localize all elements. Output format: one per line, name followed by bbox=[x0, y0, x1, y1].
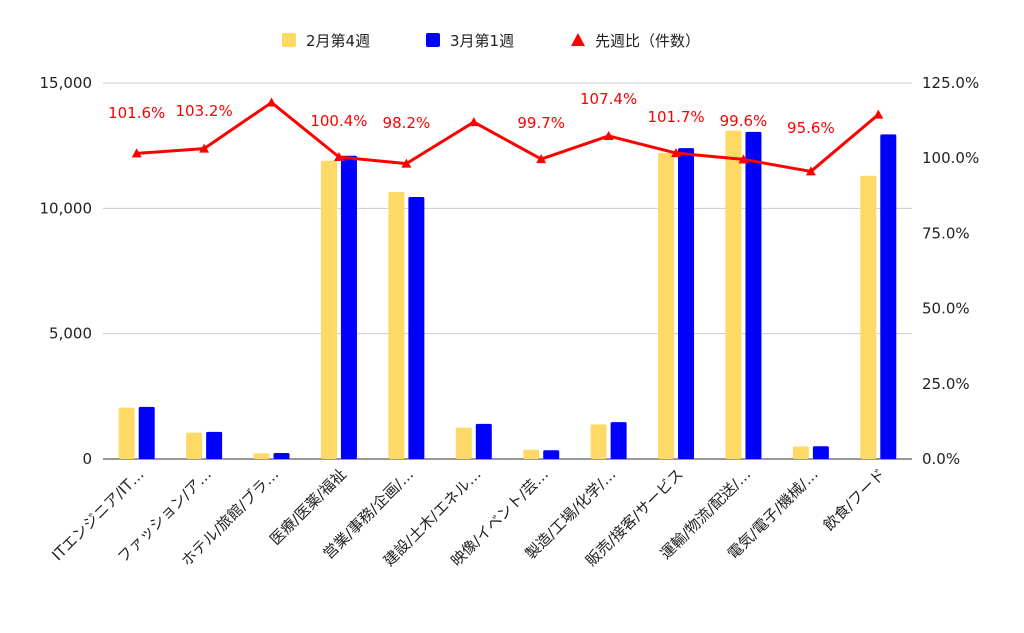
bar bbox=[860, 175, 877, 459]
line-point bbox=[603, 130, 614, 140]
line-point bbox=[199, 143, 210, 153]
bar bbox=[138, 406, 155, 459]
data-label: 99.7% bbox=[517, 114, 565, 132]
line-point bbox=[131, 148, 142, 158]
data-labels: 101.6% 103.2% 100.4% 98.2% 99.7% 107.4% 101.7%… bbox=[108, 90, 835, 137]
data-label: 107.4% bbox=[580, 90, 637, 108]
left-tick-label: 15,000 bbox=[40, 74, 93, 92]
right-tick-label: 75.0% bbox=[922, 224, 970, 242]
ratio-line-path bbox=[136, 101, 880, 173]
bar bbox=[610, 422, 627, 459]
data-label: 98.2% bbox=[383, 114, 431, 132]
bar bbox=[523, 449, 540, 459]
data-label: 103.2% bbox=[176, 102, 233, 120]
bar bbox=[340, 155, 357, 459]
bars bbox=[118, 130, 897, 460]
bar bbox=[118, 407, 135, 459]
bar bbox=[455, 427, 472, 459]
bar bbox=[388, 192, 405, 460]
left-tick-label: 10,000 bbox=[40, 199, 93, 217]
bar bbox=[590, 424, 607, 459]
bar bbox=[658, 153, 675, 460]
data-label: 95.6% bbox=[787, 119, 835, 137]
legend-swatch bbox=[426, 33, 440, 47]
line-point bbox=[536, 154, 547, 164]
bar bbox=[273, 452, 290, 459]
ratio-line bbox=[131, 97, 884, 176]
bar bbox=[745, 131, 762, 459]
legend-label: 3月第1週 bbox=[450, 32, 514, 50]
bar bbox=[792, 446, 809, 459]
data-label: 100.4% bbox=[310, 112, 367, 130]
line-point bbox=[401, 158, 412, 168]
data-label: 99.6% bbox=[720, 112, 768, 130]
bar bbox=[320, 160, 337, 459]
bar bbox=[812, 446, 829, 459]
bar bbox=[186, 432, 203, 459]
category-label: 飲食/フード bbox=[820, 465, 889, 534]
right-axis: 0.0% 25.0% 50.0% 75.0% 100.0% 125.0% bbox=[922, 74, 979, 468]
line-point bbox=[671, 148, 682, 158]
bar bbox=[475, 423, 492, 459]
legend: 2月第4週 3月第1週 先週比（件数） bbox=[282, 32, 700, 50]
bar bbox=[206, 431, 223, 459]
left-axis: 0 5,000 10,000 15,000 bbox=[40, 74, 93, 468]
left-tick-label: 0 bbox=[82, 450, 92, 468]
right-tick-label: 50.0% bbox=[922, 300, 970, 318]
left-tick-label: 5,000 bbox=[49, 325, 92, 343]
line-point bbox=[805, 166, 816, 176]
legend-marker bbox=[571, 33, 585, 46]
bar bbox=[543, 450, 560, 459]
bar bbox=[253, 453, 270, 459]
gridlines bbox=[103, 82, 912, 460]
bar bbox=[880, 134, 897, 460]
right-tick-label: 125.0% bbox=[922, 74, 979, 92]
legend-label: 先週比（件数） bbox=[595, 32, 700, 50]
line-point bbox=[266, 97, 277, 107]
bar bbox=[678, 148, 695, 459]
data-label: 101.7% bbox=[647, 108, 704, 126]
category-labels: ITエンジニア/IT…ファッション/ア…ホテル/旅館/ブラ…医療/医薬/福祉営業… bbox=[48, 465, 889, 570]
bar bbox=[725, 130, 742, 460]
line-point bbox=[738, 154, 749, 164]
right-tick-label: 25.0% bbox=[922, 375, 970, 393]
legend-label: 2月第4週 bbox=[306, 32, 370, 50]
right-tick-label: 0.0% bbox=[922, 450, 960, 468]
line-point bbox=[468, 117, 479, 127]
right-tick-label: 100.0% bbox=[922, 149, 979, 167]
legend-swatch bbox=[282, 33, 296, 47]
line-point bbox=[873, 109, 884, 119]
bar bbox=[408, 197, 425, 459]
line-point bbox=[333, 151, 344, 161]
data-label: 101.6% bbox=[108, 104, 165, 122]
